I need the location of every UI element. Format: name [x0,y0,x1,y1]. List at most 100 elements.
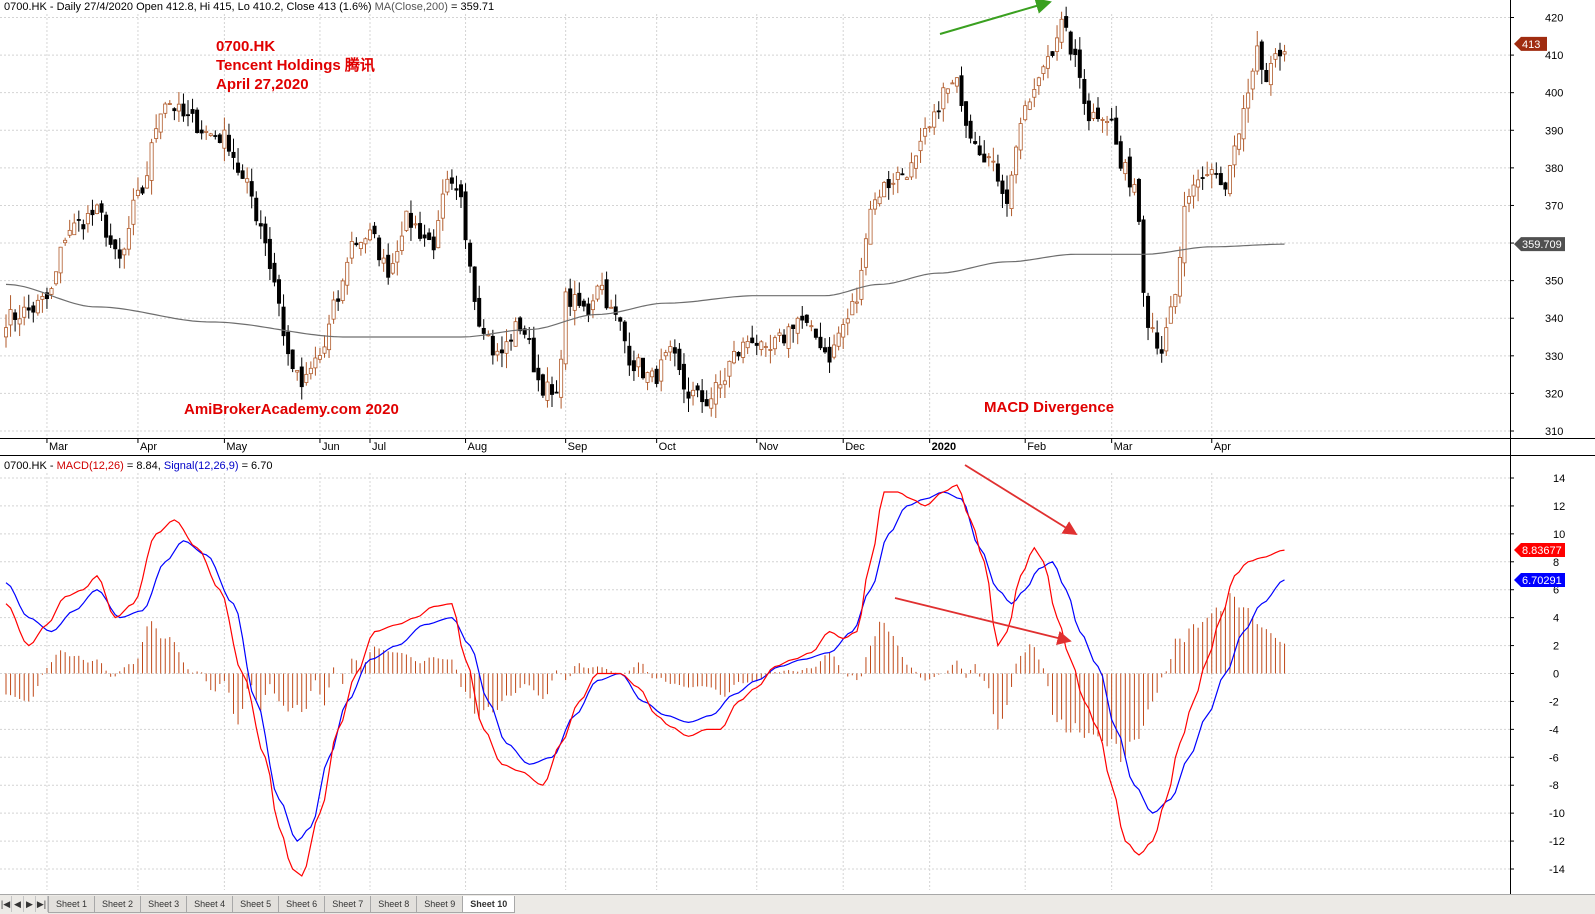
signal-header-label: Signal(12,26,9) [163,460,239,472]
candle-body [636,357,641,368]
last-sheet-icon[interactable]: ▶| [36,896,48,912]
macd-header-label: MACD(12,26) [56,460,124,472]
candle-body [1150,327,1155,330]
candle-body [1196,179,1201,188]
chart-canvas[interactable]: Mar Apr May Jun Jul Aug Sep Oct Nov Dec 2020 Feb Mar… [0,0,1595,894]
signal-header-value: = 6.70 [238,460,273,472]
sheet-tab[interactable]: Sheet 7 [324,896,372,913]
candle-body [1009,174,1014,209]
candle-body [431,236,436,251]
candle-body [1132,184,1137,193]
candle-body [208,133,213,136]
price-y-tick-label: 380 [1545,163,1563,175]
candle-body [231,151,236,158]
candle-body [1036,77,1041,87]
candle-body [513,321,518,347]
close-price-tag: 413 [1514,36,1547,51]
candle-body [650,370,655,378]
candle-body [422,234,427,239]
candle-body [213,135,218,137]
sheet-tab[interactable]: Sheet 8 [370,896,418,913]
candle-body [668,346,673,353]
macd-y-tick-label: -4 [1549,724,1559,736]
candle-body [267,238,272,269]
sheet-tab[interactable]: Sheet 3 [140,896,188,913]
sheet-tab[interactable]: Sheet 6 [278,896,326,913]
candle-body [759,341,764,350]
prev-sheet-icon[interactable]: ◀ [12,896,24,912]
candle-body [604,279,609,309]
candle-body [518,317,523,332]
candle-body [914,155,919,169]
candle-body [58,246,63,274]
candle-body [727,360,732,377]
sheet-tab[interactable]: Sheet 9 [416,896,464,913]
candle-body [1014,146,1019,176]
sheet-tab[interactable]: Sheet 5 [232,896,280,913]
candle-body [440,193,445,219]
candle-body [1064,16,1069,28]
candle-body [413,223,418,226]
sheet-tab[interactable]: Sheet 1 [48,896,96,913]
candle-body [4,327,9,338]
sheet-tab[interactable]: Sheet 10 [462,896,516,913]
candle-body [786,326,791,349]
price-y-tick-label: 330 [1545,351,1563,363]
candle-body [49,288,54,295]
candle-body [691,389,696,397]
candle-body [964,101,969,126]
candle-body [909,162,914,178]
candle-body [468,242,473,267]
candle-body [832,344,837,358]
candlestick-series [4,6,1287,419]
candle-body [331,299,336,320]
candle-body [581,300,586,307]
candle-body [1268,63,1273,86]
candle-body [1018,123,1023,151]
candle-body [932,111,937,128]
macd-divergence-arrow-upper [964,464,1078,535]
candle-body [1159,349,1164,354]
candle-body [982,153,987,163]
date-title: April 27,2020 [216,76,309,93]
candle-body [295,370,300,373]
candle-body [22,306,27,318]
sheet-tab[interactable]: Sheet 2 [94,896,142,913]
candle-body [772,337,777,350]
candle-body [290,349,295,370]
candle-body [308,367,313,375]
candle-body [800,315,805,321]
first-sheet-icon[interactable]: |◀ [0,896,12,912]
candle-body [99,203,104,213]
candle-body [536,367,541,381]
candle-body [713,382,718,405]
signal-value-tag: 6.70291 [1514,572,1565,587]
candle-body [968,120,973,139]
candle-body [154,128,159,139]
candle-body [149,142,154,181]
candle-body [481,327,486,334]
price-y-tick-label: 390 [1545,125,1563,137]
candle-body [490,335,495,356]
candle-body [718,384,723,389]
candle-body [977,145,982,156]
signal-value-tag-shape [1514,572,1565,587]
candle-body [631,360,636,372]
candle-body [135,189,140,196]
candle-body [1232,145,1237,166]
macd-value-tag-shape [1514,543,1565,558]
candle-body [1282,51,1287,55]
next-sheet-icon[interactable]: ▶ [24,896,36,912]
candle-body [122,248,127,256]
candle-body [945,88,950,94]
candle-body [818,336,823,349]
candle-body [1168,306,1173,324]
candle-body [1127,156,1132,188]
candle-body [540,374,545,396]
sheet-tab[interactable]: Sheet 4 [186,896,234,913]
month-tick-label: 2020 [932,441,956,453]
candle-body [1086,100,1091,122]
candle-body [568,288,573,307]
candle-body [1146,295,1151,328]
candle-body [1182,205,1187,264]
